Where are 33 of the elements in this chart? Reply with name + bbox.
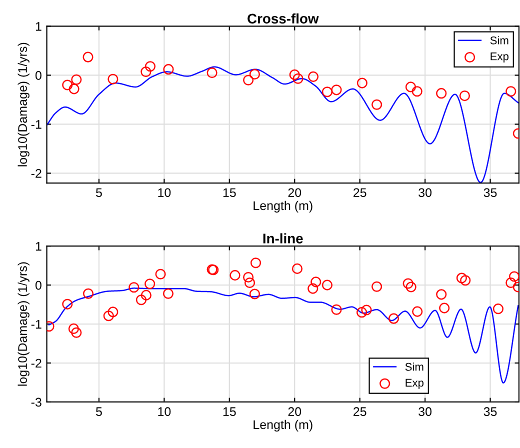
y-axis-title: log10(Damage) (1/yrs) [18,262,30,386]
y-tick-label: -2 [31,358,42,368]
y-tick-label: -2 [31,169,42,178]
x-tick-label: 25 [354,188,366,198]
x-axis-title: Length (m) [254,200,312,213]
y-tick-label: -1 [31,320,42,329]
y-tick-label: 1 [36,242,42,251]
x-tick-label: 25 [354,407,366,416]
y-tick-label: -1 [31,120,42,129]
x-tick-label: 35 [484,188,497,198]
y-tick-label: 0 [35,280,42,290]
legend-label: Sim [490,36,508,44]
legend-label: Exp [406,378,424,389]
y-axis-title: log10(Damage) (1/yrs) [18,42,30,166]
x-tick-label: 30 [418,407,432,416]
x-tick-label: 15 [223,407,236,416]
y-tick-label: 0 [35,71,42,80]
x-tick-label: 15 [223,188,236,198]
x-tick-label: 20 [288,407,302,416]
x-tick-label: 5 [96,188,102,198]
legend-label: Sim [405,362,424,371]
x-tick-label: 5 [96,407,102,416]
x-tick-label: 10 [158,407,171,416]
chart-title: Cross-flow [248,13,319,24]
x-axis-title: Length (m) [254,420,312,432]
x-tick-label: 20 [288,188,302,198]
y-tick-label: -3 [31,398,42,407]
x-tick-label: 30 [418,188,432,198]
x-tick-label: 35 [484,407,497,416]
x-tick-label: 10 [158,188,171,198]
legend-label: Exp [490,52,508,62]
chart-title: In-line [263,233,303,244]
y-tick-label: 1 [36,22,42,31]
